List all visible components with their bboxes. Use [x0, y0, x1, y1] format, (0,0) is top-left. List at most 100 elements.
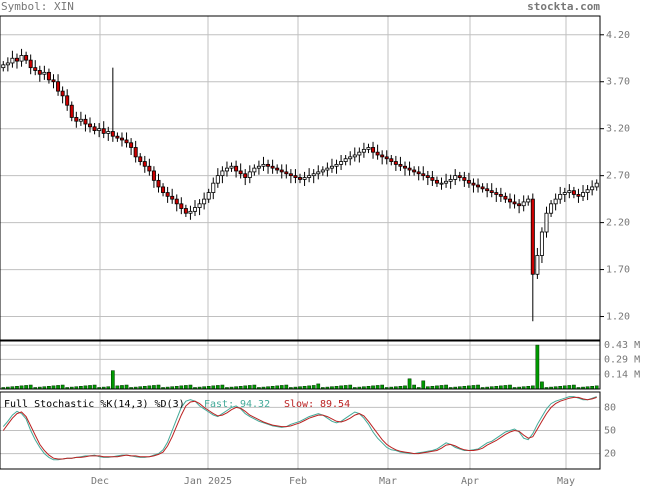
candle-body [398, 163, 403, 167]
volume-bar [28, 384, 33, 390]
candle-body [78, 118, 83, 122]
candle-body [28, 59, 33, 69]
volume-bar [156, 384, 161, 390]
candle-body [92, 126, 97, 131]
candle-body [311, 173, 316, 177]
volume-bar [247, 385, 252, 390]
candle-body [466, 179, 471, 184]
candle-body [206, 192, 211, 200]
candle-body [24, 55, 29, 61]
volume-tick-label: 0.29 M [604, 354, 640, 365]
candle-body [375, 151, 380, 156]
candle-body [129, 142, 134, 148]
candle-body [133, 147, 138, 158]
candle-body [507, 198, 512, 203]
candle-body [348, 156, 353, 160]
site-brand[interactable]: stockta.com [527, 0, 600, 13]
candle-body [197, 203, 202, 208]
candle-body [42, 71, 47, 75]
volume-bar [380, 384, 385, 390]
price-tick-label: 4.20 [606, 30, 630, 41]
candle-body [567, 190, 572, 193]
candle-body [384, 156, 389, 160]
candle-body [275, 167, 280, 171]
volume-bar [215, 385, 220, 390]
candle-body [147, 165, 152, 172]
candle-body [434, 179, 439, 184]
candle-body [288, 173, 293, 177]
stochastic-axis-ticks: 80 50 20 [604, 402, 616, 459]
candle-body [307, 175, 312, 178]
volume-bar [110, 370, 115, 390]
candle-body [115, 135, 120, 139]
volume-bar [348, 384, 353, 390]
stochastic-panel-border [0, 391, 601, 470]
candle-body [215, 175, 220, 184]
candle-body [503, 195, 508, 200]
candle-body [124, 139, 129, 144]
candle-body [594, 182, 599, 188]
volume-bar [343, 385, 348, 390]
candle-body [316, 171, 321, 175]
x-axis-month-label: Dec [91, 476, 109, 486]
x-axis-month-label: Jan 2025 [184, 476, 232, 486]
candle-body [138, 156, 143, 162]
candle-body [498, 194, 503, 197]
candle-body [65, 95, 70, 106]
volume-bar [124, 384, 129, 390]
candle-body [56, 81, 61, 92]
volume-bar [220, 384, 225, 390]
candle-body [88, 123, 93, 128]
stochastic-grid [0, 392, 600, 469]
volume-bar [508, 384, 512, 390]
volume-bar [476, 384, 480, 390]
candle-body [19, 55, 24, 62]
volume-bar [88, 385, 92, 390]
candle-body [343, 158, 348, 162]
candle-body [407, 167, 412, 171]
candle-body [247, 171, 252, 178]
candle-body [51, 79, 56, 83]
volume-bar [56, 385, 60, 390]
candle-body [238, 170, 243, 175]
candle-body [380, 154, 385, 158]
candle-body [329, 165, 334, 169]
candle-body [256, 165, 261, 169]
candle-body [512, 201, 517, 205]
volume-bars [1, 344, 599, 390]
volume-bar [444, 384, 448, 390]
candle-body [485, 188, 490, 192]
candle-body [101, 128, 106, 134]
candle-body [553, 198, 558, 205]
candle-body [10, 57, 15, 64]
stochastic-tick-label: 50 [604, 426, 616, 437]
candle-body [371, 147, 376, 153]
volume-bar [572, 384, 576, 390]
candle-body [284, 171, 289, 175]
volume-bar [92, 384, 97, 390]
candle-body [549, 203, 554, 214]
candle-body [366, 147, 371, 150]
price-candles [1, 48, 599, 322]
candle-body [453, 175, 458, 180]
candle-body [517, 203, 522, 207]
price-tick-label: 2.20 [606, 218, 630, 229]
candle-body [183, 208, 188, 214]
candle-body [279, 169, 284, 173]
candle-body [220, 170, 225, 177]
candle-body [530, 198, 535, 275]
volume-tick-label: 0.43 M [604, 340, 640, 351]
price-tick-label: 3.20 [606, 124, 630, 135]
volume-bar [407, 378, 412, 390]
candle-body [526, 198, 531, 203]
candle-body [421, 173, 426, 177]
slow-label: Slow: [284, 399, 314, 410]
candle-body [170, 195, 175, 200]
candle-body [270, 165, 275, 169]
candle-body [14, 57, 19, 62]
candle-body [494, 192, 499, 195]
candle-body [33, 67, 38, 71]
volume-bar [503, 385, 508, 390]
candle-body [69, 104, 74, 118]
